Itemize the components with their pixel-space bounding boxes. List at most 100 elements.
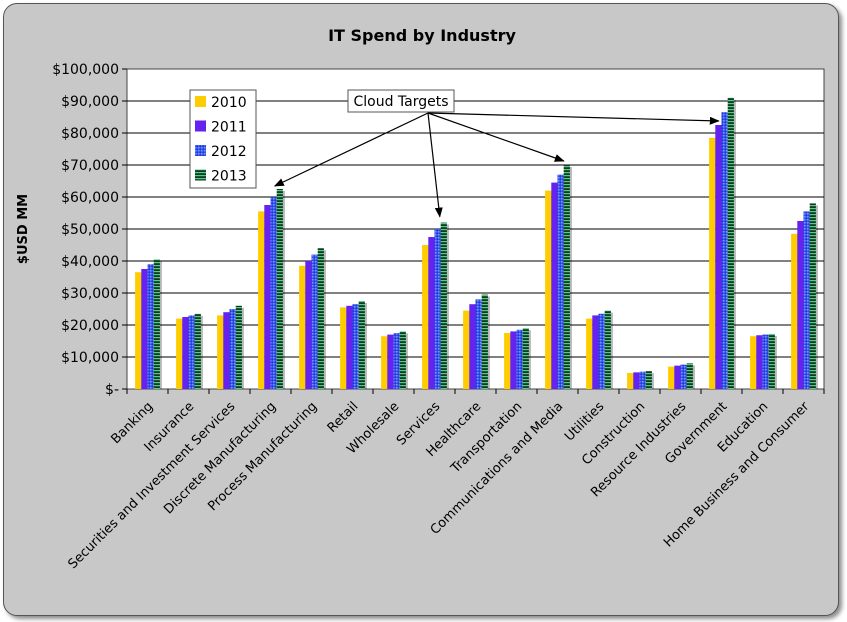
legend-swatch-2010 <box>195 96 206 107</box>
y-tick-label: $90,000 <box>61 94 119 110</box>
bar-2011 <box>797 221 804 389</box>
bar-2010 <box>176 318 183 389</box>
bar-2011 <box>223 312 230 389</box>
bar-2013 <box>563 165 570 389</box>
legend-label: 2012 <box>211 144 247 160</box>
bar-2010 <box>668 366 675 389</box>
bar-2012 <box>557 174 564 389</box>
bar-2011 <box>264 205 271 389</box>
annotation-arrow <box>427 112 443 218</box>
bar-2012 <box>803 211 810 389</box>
bar-2011 <box>551 182 558 389</box>
bar-2011 <box>756 335 763 389</box>
bar-2013 <box>153 259 160 389</box>
bar-2013 <box>809 203 816 389</box>
y-tick-label: $10,000 <box>61 350 119 366</box>
bar-2010 <box>299 265 306 389</box>
bar-2013 <box>440 222 447 389</box>
y-tick-label: $80,000 <box>61 126 119 142</box>
x-tick-label: Retail <box>325 399 362 436</box>
bar-2013 <box>768 333 775 389</box>
bar-2012 <box>352 304 359 389</box>
legend-label: 2011 <box>211 120 247 136</box>
bar-2013 <box>235 305 242 389</box>
y-axis-label: $USD MM <box>16 194 31 264</box>
bar-2013 <box>399 331 406 389</box>
bar-2010 <box>340 307 347 389</box>
bar-2011 <box>305 261 312 389</box>
bar-2011 <box>510 331 517 389</box>
bar-2012 <box>721 112 728 389</box>
bar-2010 <box>545 190 552 389</box>
bars <box>135 97 818 390</box>
bar-2012 <box>762 334 769 389</box>
bar-2012 <box>229 309 236 389</box>
bar-2011 <box>715 125 722 389</box>
bar-2010 <box>381 336 388 389</box>
x-tick-label: Home Business and Consumer <box>661 399 813 551</box>
bar-2011 <box>428 237 435 389</box>
bar-2011 <box>182 317 189 389</box>
annotation-arrow <box>273 112 429 187</box>
bar-2010 <box>463 310 470 389</box>
chart-title: IT Spend by Industry <box>328 26 516 45</box>
bar-2011 <box>633 372 640 389</box>
bar-2010 <box>586 318 593 389</box>
legend-swatch-2013 <box>195 169 206 181</box>
bar-2010 <box>258 211 265 389</box>
bar-2012 <box>393 333 400 389</box>
bar-2010 <box>709 137 716 389</box>
bar-2010 <box>627 373 634 389</box>
bar-2012 <box>188 315 195 389</box>
bar-2010 <box>135 272 142 389</box>
legend-label: 2010 <box>211 95 247 111</box>
bar-2012 <box>434 229 441 389</box>
bar-2011 <box>469 304 476 389</box>
x-tick-label: Transportation <box>448 399 526 477</box>
legend-swatch-2011 <box>195 120 206 132</box>
bar-2010 <box>750 336 757 389</box>
y-tick-label: $100,000 <box>52 62 119 78</box>
y-tick-label: $30,000 <box>61 286 119 302</box>
y-tick-label: $70,000 <box>61 158 119 174</box>
bar-2013 <box>727 97 734 390</box>
bar-2012 <box>311 254 318 389</box>
y-tick-label: $- <box>105 382 119 398</box>
bar-2012 <box>598 313 605 389</box>
y-tick-label: $60,000 <box>61 190 119 206</box>
y-tick-label: $40,000 <box>61 254 119 270</box>
bar-2012 <box>516 329 523 389</box>
annotation: Cloud Targets <box>273 89 720 218</box>
bar-2010 <box>217 315 224 389</box>
bar-2013 <box>604 310 611 389</box>
legend-swatch-2012 <box>195 145 206 156</box>
bar-2013 <box>194 313 201 389</box>
annotation-box <box>347 89 455 113</box>
annotation-arrow <box>427 112 720 125</box>
bar-2012 <box>475 299 482 389</box>
bar-2011 <box>387 334 394 389</box>
bar-2012 <box>680 364 687 389</box>
bar-2013 <box>481 294 488 389</box>
bar-2011 <box>141 269 148 389</box>
y-tick-label: $20,000 <box>61 318 119 334</box>
bar-2011 <box>674 365 681 389</box>
bar-2013 <box>522 328 529 389</box>
bar-2012 <box>639 371 646 389</box>
bar-2012 <box>270 197 277 389</box>
bar-2010 <box>791 233 798 389</box>
bar-2012 <box>147 264 154 389</box>
bar-2013 <box>276 189 283 389</box>
legend-label: 2013 <box>211 169 247 185</box>
y-tick-label: $50,000 <box>61 222 119 238</box>
bar-2011 <box>592 315 599 389</box>
bar-2010 <box>504 333 511 389</box>
bar-2010 <box>422 245 429 389</box>
bar-2013 <box>358 301 365 389</box>
annotation-text: Cloud Targets <box>353 94 448 110</box>
bar-2013 <box>686 363 693 389</box>
bar-2011 <box>346 305 353 389</box>
x-tick-label: Securities and Investment Services <box>66 399 239 572</box>
